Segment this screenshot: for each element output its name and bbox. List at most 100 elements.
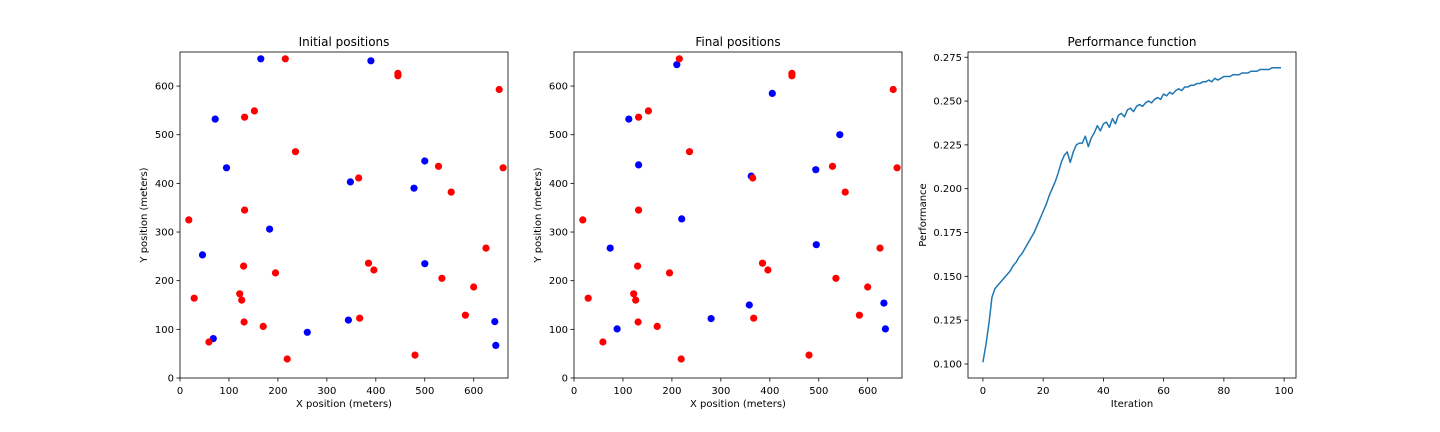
point-series2-26: [240, 318, 248, 326]
point-series1-10: [812, 241, 820, 249]
point-series2-8: [434, 162, 443, 170]
point-series1-8: [266, 225, 274, 233]
point-series2-20: [470, 283, 478, 291]
point-series1-12: [707, 315, 715, 323]
y-axis-label: Y position (meters): [533, 167, 544, 263]
x-tick-label: 500: [415, 386, 434, 397]
y-tick-label: 0.100: [933, 359, 962, 370]
point-series2-19: [438, 274, 446, 282]
point-series1-4: [222, 164, 231, 172]
point-series2-20: [864, 283, 872, 291]
y-tick-label: 500: [549, 130, 568, 141]
y-tick-label: 0.200: [933, 184, 962, 195]
point-series2-12: [241, 206, 249, 214]
point-series2-21: [584, 294, 592, 302]
point-series1-10: [421, 260, 429, 268]
point-series1-4: [836, 131, 844, 139]
point-series1-1: [257, 55, 265, 63]
point-series2-13: [579, 216, 587, 224]
point-series1-11: [613, 325, 621, 333]
point-series2-29: [805, 351, 813, 359]
y-tick-label: 0.275: [933, 53, 962, 64]
point-series2-6: [635, 113, 643, 121]
point-series2-18: [271, 269, 280, 277]
point-series2-7: [291, 148, 300, 156]
point-series1-6: [346, 178, 354, 186]
chart-title: Performance function: [1068, 35, 1197, 49]
chart-3: 0 20 40 60 80 100 0.100 0.125 0.150 0.175 0.200 0.2…: [918, 35, 1297, 410]
point-series2-11: [841, 188, 849, 196]
point-series2-8: [828, 162, 837, 170]
point-series2-14: [876, 244, 884, 252]
x-tick-label: 0: [980, 386, 986, 397]
y-tick-label: 0.175: [933, 228, 962, 239]
y-tick-label: 300: [549, 228, 568, 239]
y-tick-label: 0: [562, 374, 568, 385]
y-tick-label: 200: [155, 276, 174, 287]
point-series2-18: [665, 269, 674, 277]
x-tick-label: 80: [1217, 386, 1230, 397]
y-tick-label: 0.125: [933, 316, 962, 327]
point-series2-16: [364, 259, 373, 267]
point-series2-24: [461, 311, 469, 319]
y-tick-label: 400: [155, 179, 174, 190]
point-series2-29: [411, 351, 419, 359]
x-axis-label: X position (meters): [296, 399, 392, 410]
point-series1-9: [198, 251, 207, 259]
x-tick-label: 400: [760, 386, 779, 397]
x-tick-label: 300: [317, 386, 336, 397]
point-series2-24: [855, 311, 864, 319]
point-series2-21: [190, 294, 198, 302]
point-series1-8: [678, 215, 686, 223]
chart-1: 0 100 200 300 400 500 600 0 100 200 300 400 500 600 In…: [139, 35, 509, 410]
point-series1-15: [881, 325, 890, 333]
chart-title: Final positions: [695, 35, 780, 49]
y-tick-label: 600: [549, 82, 568, 93]
point-series2-1: [675, 55, 683, 63]
plot-frame: [179, 51, 509, 379]
x-tick-label: 500: [809, 386, 828, 397]
point-series1-13: [745, 301, 753, 309]
x-tick-label: 20: [1037, 386, 1050, 397]
x-tick-label: 200: [662, 386, 681, 397]
point-series1-7: [410, 184, 418, 192]
point-series2-13: [185, 216, 193, 224]
point-series2-30: [283, 355, 291, 363]
y-tick-label: 500: [155, 130, 174, 141]
point-series2-15: [634, 262, 642, 270]
y-axis-label: Y position (meters): [139, 167, 150, 263]
point-series1-6: [812, 166, 820, 174]
point-series2-17: [764, 266, 772, 274]
point-series1-3: [211, 115, 219, 123]
y-tick-label: 0.250: [933, 97, 962, 108]
y-tick-label: 100: [155, 325, 174, 336]
x-tick-label: 200: [268, 386, 287, 397]
point-series1-5: [421, 157, 429, 165]
x-axis-label: X position (meters): [690, 399, 786, 410]
point-series2-9: [499, 164, 507, 172]
point-series2-28: [599, 338, 607, 346]
plot-frame: [967, 51, 1297, 379]
y-tick-label: 200: [549, 276, 568, 287]
point-series2-10: [749, 174, 757, 182]
point-series2-5: [250, 107, 258, 115]
x-tick-label: 100: [613, 386, 632, 397]
point-series2-11: [447, 188, 455, 196]
point-series1-13: [344, 316, 352, 324]
point-series2-19: [832, 274, 840, 282]
point-series2-3: [788, 72, 796, 80]
point-series1-1: [673, 61, 681, 69]
point-series1-2: [367, 57, 375, 65]
x-tick-label: 100: [1275, 386, 1294, 397]
chart-2: 0 100 200 300 400 500 600 0 100 200 300 400 500 600 Fi…: [533, 35, 903, 410]
y-tick-label: 300: [155, 228, 174, 239]
y-tick-label: 600: [155, 82, 174, 93]
point-series2-23: [238, 296, 246, 304]
point-series1-2: [768, 89, 776, 97]
x-tick-label: 600: [858, 386, 877, 397]
point-series2-4: [889, 85, 897, 94]
y-axis-label: Performance: [918, 183, 929, 246]
point-series2-4: [495, 85, 503, 94]
point-series2-5: [644, 107, 653, 115]
